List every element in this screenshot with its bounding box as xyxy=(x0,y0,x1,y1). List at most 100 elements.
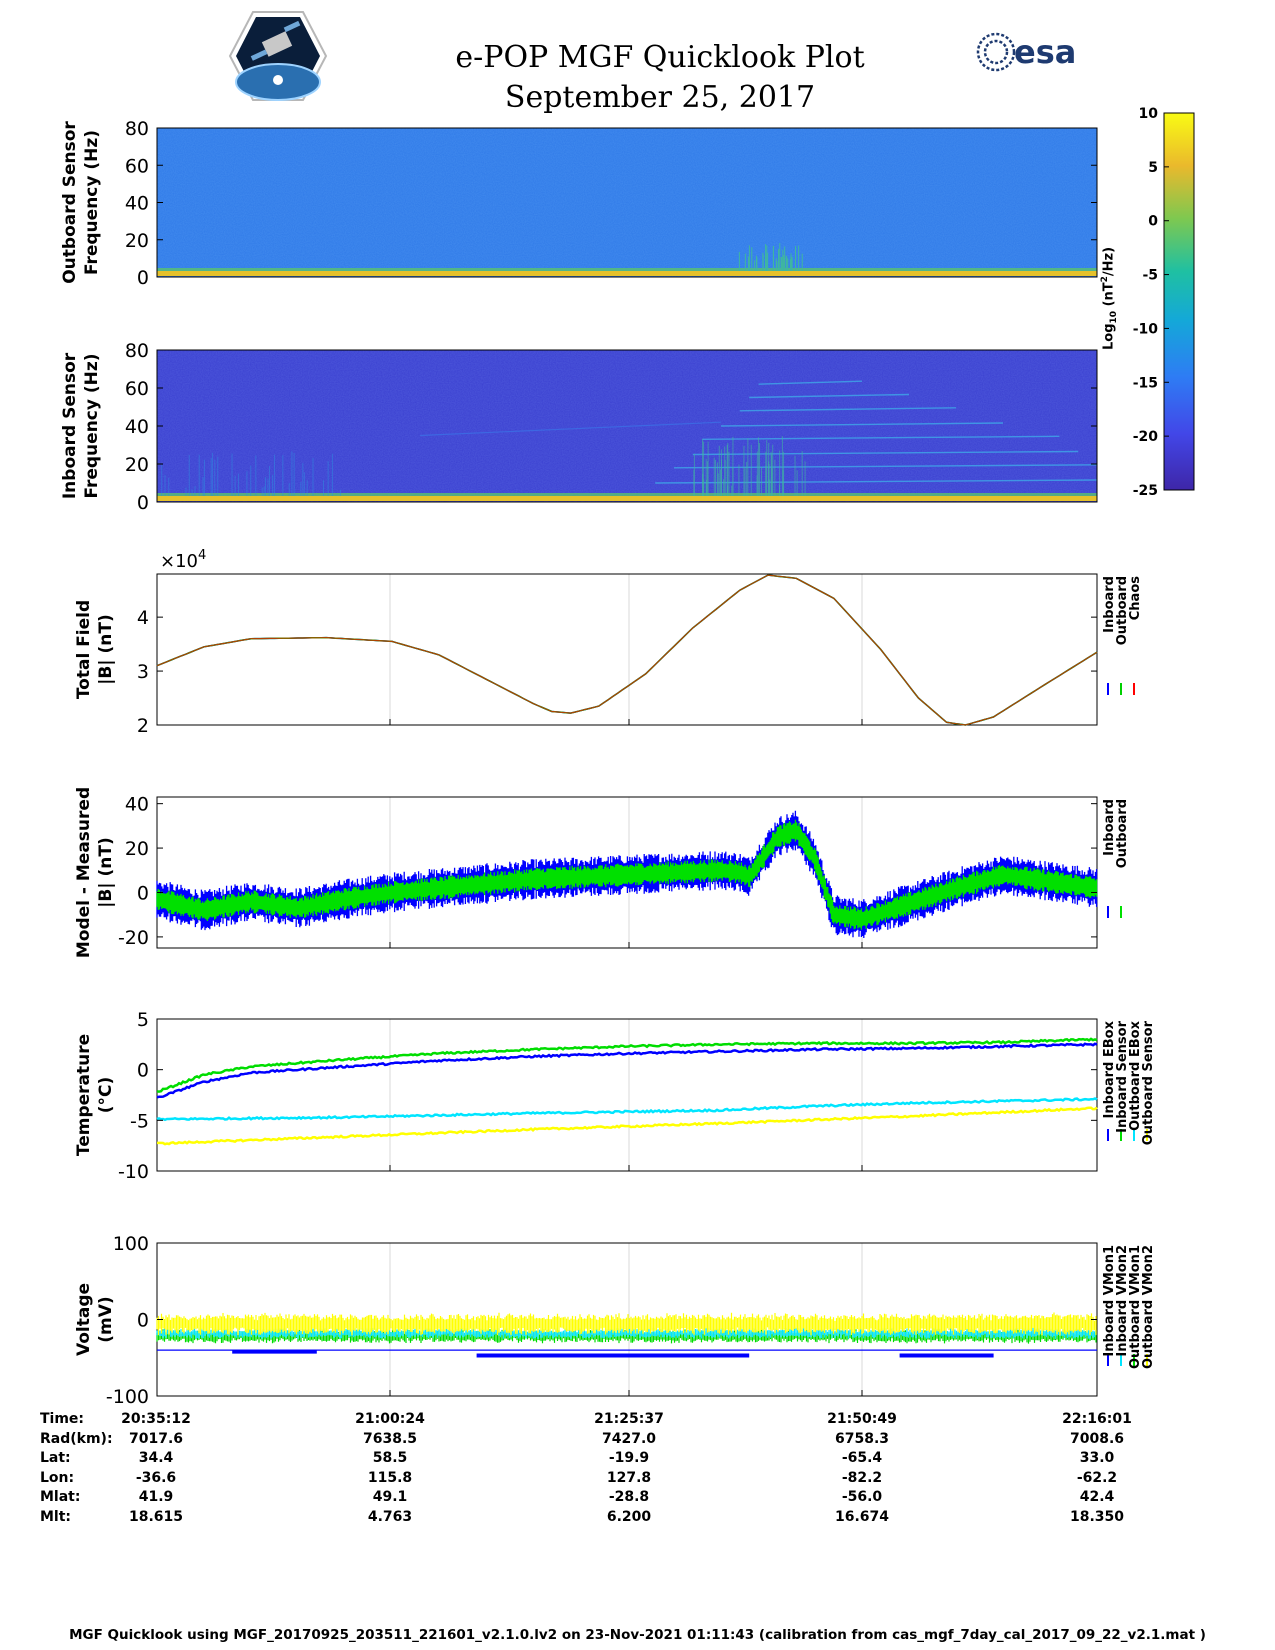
axis-multiplier-exponent: 4 xyxy=(198,548,206,563)
y-axis-label: |B| (nT) xyxy=(96,614,116,685)
y-tick-label: 0 xyxy=(137,492,149,514)
y-tick-label: 20 xyxy=(125,230,149,252)
legend-label: Outboard EBox xyxy=(1128,1020,1143,1130)
info-value: 20:35:12 xyxy=(121,1411,191,1427)
y-tick-label: 20 xyxy=(125,454,149,476)
y-axis-label: Voltage xyxy=(74,1283,94,1356)
info-value: -82.2 xyxy=(841,1469,883,1486)
info-value: 33.0 xyxy=(1079,1450,1115,1466)
y-axis-label: Outboard Sensor xyxy=(60,121,80,284)
legend-label: Outboard Sensor xyxy=(1141,1020,1156,1145)
y-axis-label: Temperature xyxy=(74,1034,94,1156)
colorbar-tick-label: 5 xyxy=(1148,160,1158,176)
info-value: 7427.0 xyxy=(601,1430,657,1447)
model-measured: 40 20 0 -20 Model - Measured |B| (nT) InboardO… xyxy=(74,787,1130,958)
y-tick-label: 60 xyxy=(125,378,149,400)
series-line-inboard-ebox xyxy=(156,1042,1098,1099)
y-tick-label: 40 xyxy=(125,416,149,438)
info-label: Mlat: xyxy=(40,1489,81,1505)
y-tick-label: 100 xyxy=(113,1233,149,1255)
info-label: Time: xyxy=(40,1411,85,1427)
footer-caption: MGF Quicklook using MGF_20170925_203511_… xyxy=(69,1627,1206,1643)
y-tick-label: -20 xyxy=(118,927,149,949)
harmonic-line xyxy=(720,422,1004,427)
y-tick-label: 2 xyxy=(137,715,149,737)
legend-label: Outboard VMon2 xyxy=(1141,1245,1156,1369)
y-tick-label: 20 xyxy=(125,838,149,860)
info-value: -62.2 xyxy=(1076,1469,1118,1486)
legend-label: Inboard VMon2 xyxy=(1115,1245,1130,1357)
y-tick-label: 0 xyxy=(137,1310,149,1332)
page-title: e-POP MGF Quicklook Plot xyxy=(455,40,865,75)
temperature: 5 0 -5 -10 Temperature (°C) Inboard EBoxInboar… xyxy=(74,1009,1156,1183)
series-line-outboard-ebox xyxy=(156,1097,1098,1122)
esa-logo: esa xyxy=(976,32,1076,72)
colorbar-tick-label: -20 xyxy=(1133,429,1159,445)
y-axis-label: Total Field xyxy=(74,600,94,699)
y-tick-label: 40 xyxy=(125,193,149,215)
legend-label: Inboard EBox xyxy=(1102,1020,1117,1118)
harmonic-line xyxy=(420,421,722,437)
info-value: -36.6 xyxy=(135,1469,177,1486)
legend-label: Outboard xyxy=(1115,799,1130,868)
info-value: 6.200 xyxy=(606,1508,652,1525)
legend-label: Inboard xyxy=(1102,576,1117,633)
series-line-outboard xyxy=(156,574,1098,726)
series-line-inboard-sensor xyxy=(156,1037,1098,1093)
info-value: 42.4 xyxy=(1079,1489,1115,1505)
series-band-outboard xyxy=(156,819,1098,930)
colorbar-tick-label: 0 xyxy=(1148,214,1158,230)
info-value: 22:16:01 xyxy=(1062,1411,1132,1427)
colorbar-tick-label: -10 xyxy=(1133,321,1159,337)
series-band-outboard-vmon2 xyxy=(156,1312,1097,1336)
outboard-spectrogram: 80 60 40 20 0 Outboard Sensor Frequency (Hz) xyxy=(60,118,1098,289)
info-value: 34.4 xyxy=(138,1450,174,1466)
colorbar-label: Log10 (nT2/Hz) xyxy=(1100,246,1119,350)
legend-label: Outboard VMon1 xyxy=(1128,1245,1143,1369)
harmonic-line xyxy=(673,464,1098,469)
info-value: 41.9 xyxy=(138,1489,174,1505)
harmonic-line xyxy=(702,435,1060,440)
spectrogram-noise xyxy=(157,128,1097,277)
y-axis-label: |B| (nT) xyxy=(96,837,116,908)
y-tick-label: 0 xyxy=(137,267,149,289)
series-line-inboard xyxy=(156,574,1098,726)
legend-label: Chaos xyxy=(1128,576,1143,620)
plot-frame xyxy=(156,573,1098,726)
low-frequency-band xyxy=(157,268,1097,271)
info-value: 21:00:24 xyxy=(355,1411,425,1427)
y-axis-label: Frequency (Hz) xyxy=(82,130,102,275)
y-tick-label: 0 xyxy=(137,882,149,904)
colorbar: 10 5 0 -5 -10 -15 -20 -25 xyxy=(1133,106,1195,499)
info-label: Rad(km): xyxy=(40,1430,113,1447)
inboard-spectrogram: 80 60 40 20 0 Inboard Sensor Frequency (Hz) xyxy=(60,340,1098,514)
colorbar-tick-label: -5 xyxy=(1142,268,1158,284)
y-tick-label: 5 xyxy=(137,1009,149,1031)
info-value: 58.5 xyxy=(372,1450,408,1466)
y-axis-label: (mV) xyxy=(96,1296,116,1342)
info-value: 18.350 xyxy=(1069,1508,1125,1525)
info-value: 7017.6 xyxy=(128,1430,184,1447)
page-date: September 25, 2017 xyxy=(504,80,816,115)
y-tick-label: 4 xyxy=(137,607,149,629)
colorbar-tick-label: -25 xyxy=(1133,483,1158,499)
cassiope-logo xyxy=(228,11,328,101)
low-frequency-band xyxy=(157,271,1097,276)
info-value: 21:25:37 xyxy=(594,1411,664,1427)
y-axis-label: Inboard Sensor xyxy=(60,352,80,499)
low-frequency-band xyxy=(157,493,1097,496)
info-value: 49.1 xyxy=(372,1489,408,1505)
y-tick-label: 3 xyxy=(137,661,149,683)
info-value: 7638.5 xyxy=(362,1430,418,1447)
info-value: -19.9 xyxy=(608,1450,650,1466)
info-label: Mlt: xyxy=(40,1508,72,1525)
info-value: -28.8 xyxy=(608,1489,650,1505)
series-line-outboard-sensor xyxy=(157,1106,1098,1146)
y-axis-label: (°C) xyxy=(96,1077,116,1114)
plot-frame xyxy=(156,1018,1098,1172)
y-tick-label: 60 xyxy=(125,155,149,177)
y-tick-label: 40 xyxy=(125,794,149,816)
harmonic-line xyxy=(739,407,957,412)
info-label: Lat: xyxy=(40,1450,71,1466)
